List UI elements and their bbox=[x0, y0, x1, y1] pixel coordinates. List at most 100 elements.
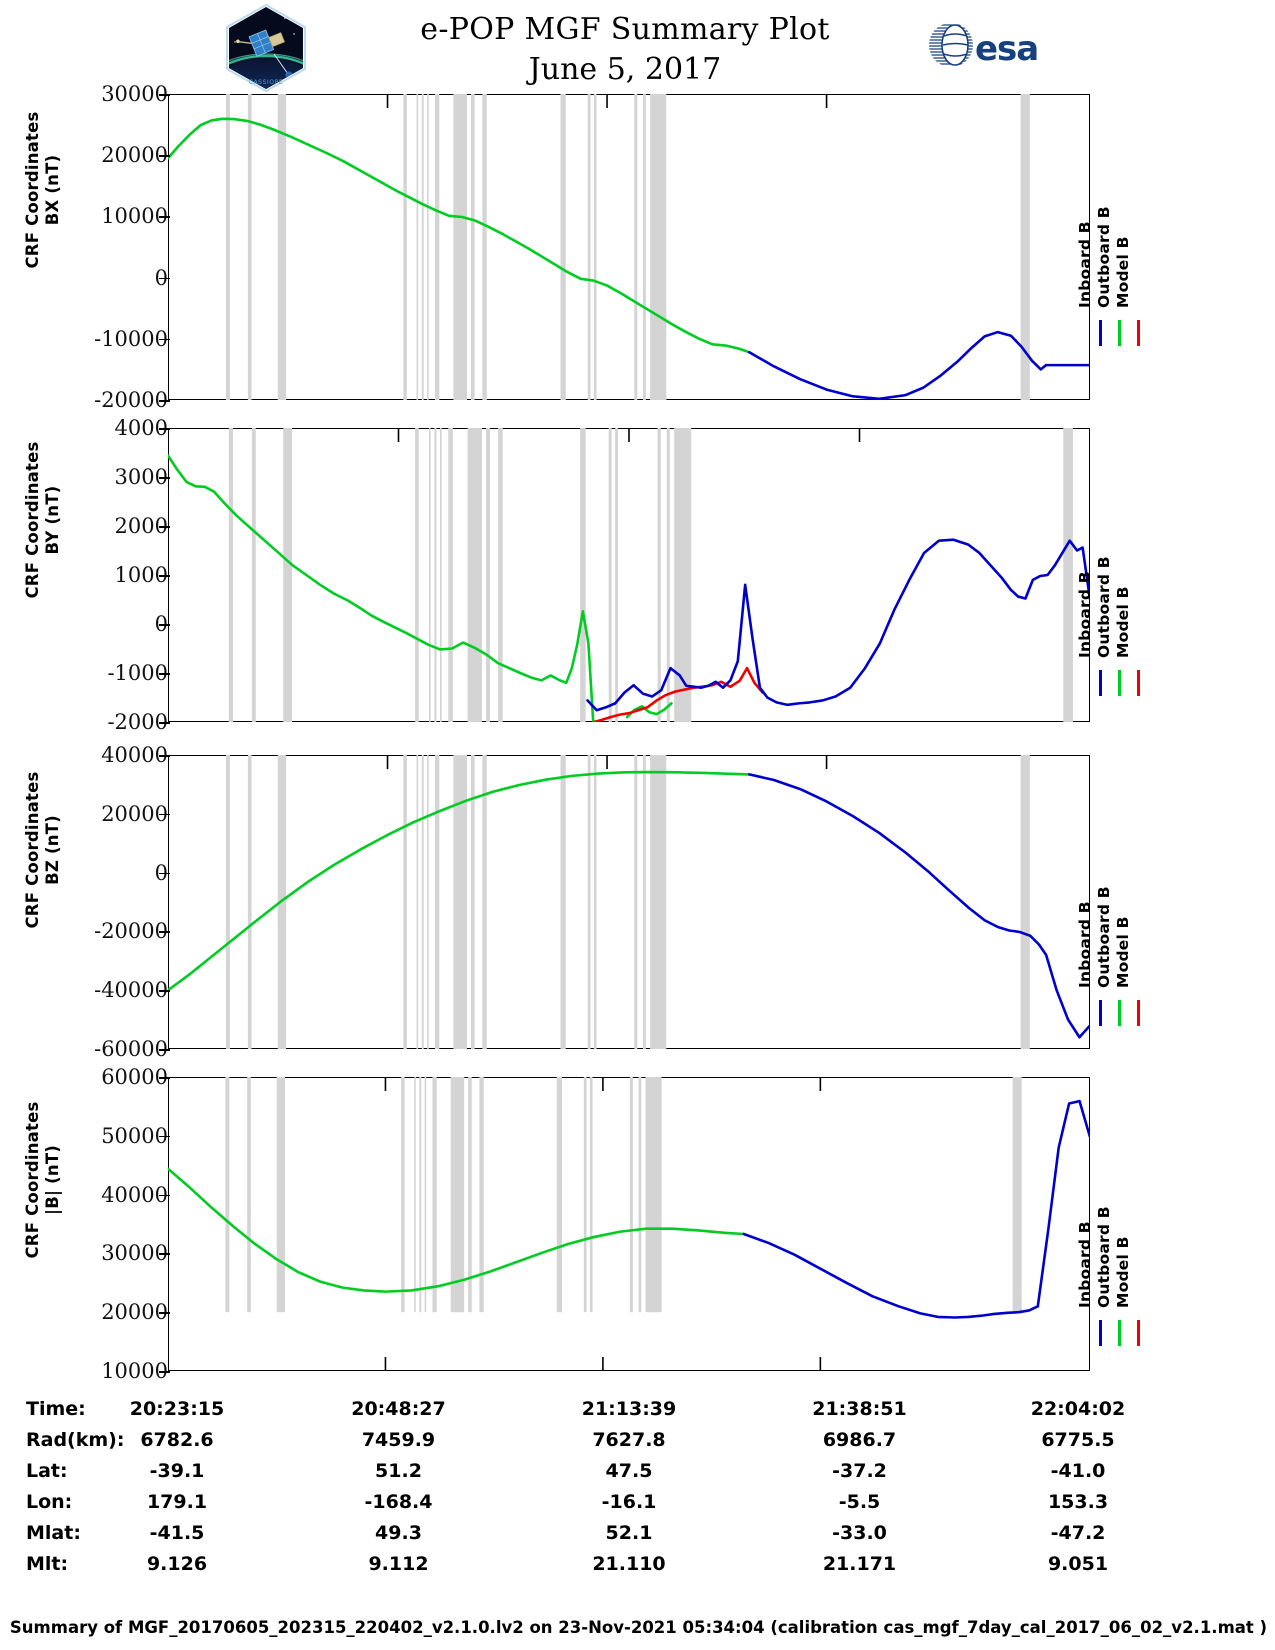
y-tick-mark-bz-5 bbox=[159, 1049, 170, 1051]
legend-swatch-bz-1 bbox=[1118, 1000, 1121, 1026]
legend-label-bz-1: Outboard B bbox=[1095, 886, 1113, 988]
page-header: CASSIOPE e-POP MGF Summary Plot June 5, … bbox=[0, 0, 1275, 95]
y-tick-mark-by-3 bbox=[159, 575, 170, 577]
cell-r1-c1: 7459.9 bbox=[361, 1429, 436, 1451]
y-tick-label-bt-4: 20000 bbox=[101, 1300, 168, 1325]
y-tick-label-by-4: 0 bbox=[154, 612, 168, 636]
legend-swatch-bt-1 bbox=[1118, 1320, 1121, 1346]
y-tick-label-bz-0: 40000 bbox=[101, 743, 168, 767]
y-tick-mark-bx-1 bbox=[159, 155, 170, 157]
plot-panel-btotal bbox=[168, 1077, 1090, 1371]
title-line-1: e-POP MGF Summary Plot bbox=[420, 12, 830, 47]
plot-area-bz bbox=[168, 755, 1090, 1049]
y-tick-label-bt-3: 30000 bbox=[101, 1241, 168, 1266]
cell-r2-c3: -37.2 bbox=[832, 1460, 887, 1482]
cell-r5-c1: 9.112 bbox=[368, 1553, 429, 1575]
cell-r1-c3: 6986.7 bbox=[822, 1429, 897, 1451]
plot-area-btotal bbox=[168, 1077, 1090, 1371]
cell-r0-c2: 21:13:39 bbox=[581, 1398, 677, 1420]
cell-r2-c2: 47.5 bbox=[605, 1460, 653, 1482]
legend-label-bz-0: Inboard B bbox=[1076, 901, 1094, 988]
cell-r3-c1: -168.4 bbox=[364, 1491, 433, 1513]
y-tick-label-bz-3: -20000 bbox=[94, 919, 168, 944]
cell-r2-c1: 51.2 bbox=[375, 1460, 422, 1482]
y-tick-label-bt-5: 10000 bbox=[101, 1359, 168, 1383]
legend-swatch-by-2 bbox=[1137, 670, 1140, 696]
y-tick-mark-bx-3 bbox=[159, 277, 170, 280]
y-tick-mark-bt-4 bbox=[159, 1312, 170, 1314]
legend-btotal: Inboard B Outboard B Model B bbox=[1076, 1160, 1174, 1350]
title-line-2: June 5, 2017 bbox=[528, 52, 722, 87]
row-label-3: Lon: bbox=[26, 1491, 73, 1513]
y-tick-mark-by-1 bbox=[159, 477, 170, 479]
y-tick-mark-bz-1 bbox=[159, 813, 170, 816]
y-tick-mark-bt-3 bbox=[159, 1253, 170, 1255]
legend-swatch-bx-2 bbox=[1137, 320, 1140, 346]
table-row: Mlt: 9.126 9.112 21.110 21.171 9.051 bbox=[0, 1553, 1275, 1583]
cell-r4-c3: -33.0 bbox=[832, 1522, 887, 1544]
table-row: Lat: -39.1 51.2 47.5 -37.2 -41.0 bbox=[0, 1460, 1275, 1490]
plot-frame-bz bbox=[168, 755, 1090, 1049]
y-axis-label-bx-line2: BX (nT) bbox=[43, 154, 62, 226]
cell-r4-c2: 52.1 bbox=[605, 1522, 653, 1544]
legend-label-bt-2: Model B bbox=[1114, 1236, 1132, 1308]
legend-swatch-bt-0 bbox=[1099, 1320, 1102, 1346]
cell-r1-c0: 6782.6 bbox=[140, 1429, 214, 1451]
y-tick-label-bx-1: 20000 bbox=[101, 143, 168, 168]
legend-label-bt-0: Inboard B bbox=[1076, 1221, 1094, 1308]
y-tick-label-bt-0: 60000 bbox=[101, 1065, 168, 1089]
cell-r5-c0: 9.126 bbox=[146, 1553, 208, 1575]
row-label-0: Time: bbox=[26, 1398, 86, 1420]
y-tick-label-by-3: 1000 bbox=[114, 563, 168, 587]
plot-panel-bx bbox=[168, 94, 1090, 400]
y-axis-label-bz-line1: CRF Coordinates bbox=[23, 771, 42, 929]
y-tick-label-bz-4: -40000 bbox=[94, 978, 168, 1003]
plot-frame-btotal bbox=[168, 1077, 1090, 1371]
legend-label-bx-0: Inboard B bbox=[1076, 221, 1094, 308]
row-label-5: Mlt: bbox=[26, 1553, 69, 1575]
plot-area-bx bbox=[168, 94, 1090, 400]
y-tick-label-bx-4: -10000 bbox=[94, 326, 168, 351]
y-tick-label-by-1: 3000 bbox=[114, 465, 168, 489]
page-title: e-POP MGF Summary Plot June 5, 2017 bbox=[320, 10, 930, 90]
legend-swatch-bx-1 bbox=[1118, 320, 1121, 346]
y-tick-mark-bt-1 bbox=[159, 1135, 170, 1138]
esa-logo-icon: esa bbox=[925, 20, 1045, 70]
legend-swatch-by-0 bbox=[1099, 670, 1102, 696]
y-tick-label-bx-2: 10000 bbox=[101, 204, 168, 229]
cell-r4-c1: 49.3 bbox=[375, 1522, 422, 1544]
y-tick-label-bt-2: 40000 bbox=[101, 1182, 168, 1207]
y-tick-label-by-2: 2000 bbox=[114, 514, 168, 538]
y-tick-mark-bz-0 bbox=[159, 755, 170, 757]
plot-area-by bbox=[168, 428, 1090, 722]
cell-r0-c1: 20:48:27 bbox=[351, 1398, 446, 1420]
row-label-2: Lat: bbox=[26, 1460, 68, 1482]
y-tick-label-bt-1: 50000 bbox=[101, 1123, 168, 1148]
plot-frame-by bbox=[168, 428, 1090, 722]
cell-r1-c2: 7627.8 bbox=[592, 1429, 666, 1451]
cell-r5-c3: 21.171 bbox=[822, 1553, 897, 1575]
legend-label-by-1: Outboard B bbox=[1095, 556, 1113, 658]
y-tick-mark-bz-3 bbox=[159, 931, 170, 933]
legend-label-bx-1: Outboard B bbox=[1095, 206, 1113, 308]
cell-r3-c0: 179.1 bbox=[146, 1491, 208, 1513]
legend-label-bz-2: Model B bbox=[1114, 916, 1132, 988]
footer-provenance-text: Summary of MGF_20170605_202315_220402_v2… bbox=[9, 1618, 1268, 1637]
cell-r3-c3: -5.5 bbox=[838, 1491, 881, 1513]
row-label-1: Rad(km): bbox=[26, 1429, 125, 1451]
ephemeris-table: Time: 20:23:15 20:48:27 21:13:39 21:38:51 22:… bbox=[0, 1398, 1275, 1603]
y-tick-label-bx-3: 0 bbox=[154, 265, 168, 290]
legend-label-bx-2: Model B bbox=[1114, 236, 1132, 308]
legend-bx: Inboard B Outboard B Model B bbox=[1076, 160, 1174, 350]
y-tick-label-bz-2: 0 bbox=[154, 860, 168, 885]
mission-logo-caption: CASSIOPE bbox=[249, 79, 284, 86]
y-tick-mark-bt-2 bbox=[159, 1194, 170, 1197]
legend-by: Inboard B Outboard B Model B bbox=[1076, 510, 1174, 700]
y-tick-mark-by-6 bbox=[159, 722, 170, 724]
legend-bz: Inboard B Outboard B Model B bbox=[1076, 840, 1174, 1030]
y-tick-mark-bt-5 bbox=[159, 1371, 170, 1373]
table-row: Time: 20:23:15 20:48:27 21:13:39 21:38:51 22:… bbox=[0, 1398, 1275, 1428]
table-row: Rad(km): 6782.6 7459.9 7627.8 6986.7 6775.5 bbox=[0, 1429, 1275, 1459]
cell-r2-c0: -39.1 bbox=[149, 1460, 205, 1482]
